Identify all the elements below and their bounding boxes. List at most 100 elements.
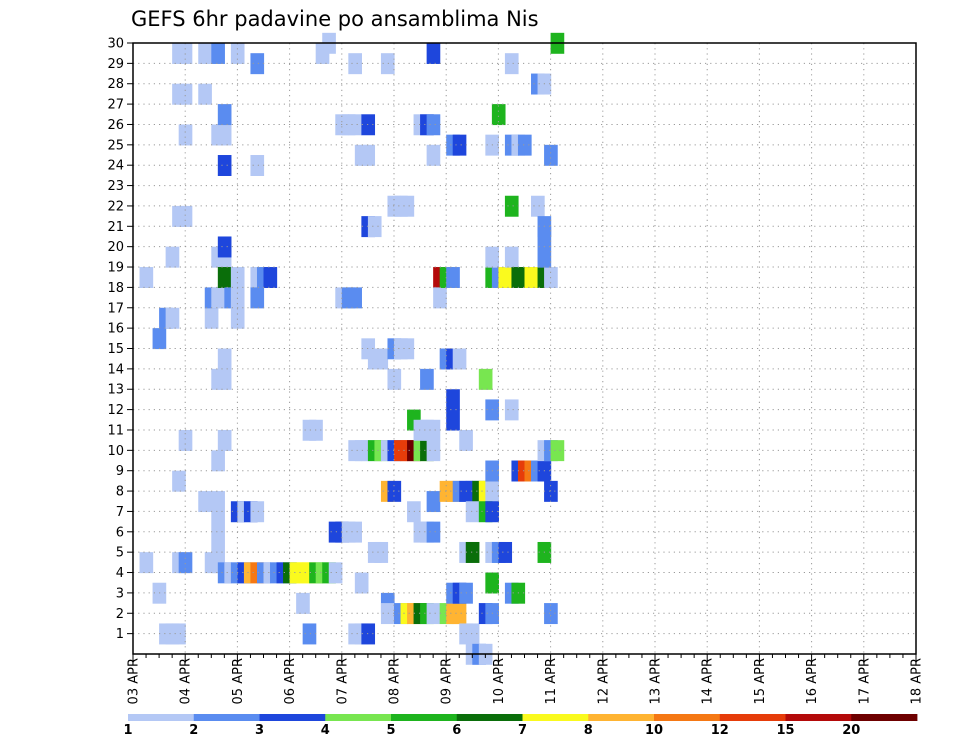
- heatmap-cell: [217, 368, 232, 390]
- x-tick-label: 03 APR: [127, 658, 142, 704]
- dotted-grid: [132, 42, 917, 654]
- y-tick-label: 25: [107, 138, 124, 153]
- heatmap-cell: [263, 267, 278, 288]
- heatmap-cell: [426, 603, 441, 625]
- colorbar-legend: 1 2 3 4 5 6 7 8 10 12 15 20: [123, 714, 918, 738]
- heatmap-cell: [302, 623, 317, 645]
- y-tick-label: 8: [116, 485, 124, 500]
- x-tick-label: 18 APR: [910, 658, 925, 704]
- heatmap-cell: [139, 552, 154, 574]
- heatmap-cell: [550, 440, 565, 462]
- heatmap-cell: [504, 195, 519, 217]
- x-tick-label: 08 APR: [388, 658, 403, 704]
- colorbar-label: 10: [645, 723, 663, 738]
- y-tick-label: 6: [116, 525, 124, 540]
- heatmap-cell: [217, 155, 232, 176]
- y-tick-label: 7: [116, 505, 124, 520]
- heatmap-cell: [537, 246, 552, 268]
- heatmap-cell: [504, 399, 519, 421]
- heatmap-cell: [426, 43, 441, 64]
- heatmap-cell: [178, 83, 193, 105]
- heatmap-cell: [204, 307, 219, 329]
- x-tick-label: 06 APR: [283, 658, 298, 704]
- colorbar-label: 8: [584, 723, 593, 738]
- heatmap-cell: [211, 43, 225, 64]
- colorbar-label: 7: [518, 723, 527, 738]
- heatmap-cell: [426, 440, 441, 462]
- heatmap-cell: [348, 114, 362, 136]
- heatmap-cell: [217, 348, 232, 370]
- heatmap-cell: [348, 287, 362, 309]
- colorbar-label: 15: [776, 723, 794, 738]
- heatmap-cell: [426, 491, 441, 513]
- x-tick-label: 17 APR: [857, 658, 872, 704]
- colorbar-swatch: [456, 714, 523, 721]
- heatmap-cell: [250, 53, 265, 75]
- heatmap-cell: [217, 124, 232, 146]
- heatmap-cell: [178, 205, 193, 227]
- heatmap-cell: [426, 521, 441, 543]
- y-tick-label: 4: [116, 566, 124, 581]
- heatmap-cell: [446, 267, 460, 288]
- y-tick-label: 22: [107, 199, 124, 214]
- y-tick-label: 1: [116, 627, 124, 642]
- x-tick-label: 11 APR: [544, 658, 559, 704]
- colorbar-swatch: [259, 714, 326, 721]
- heatmap-cell: [348, 53, 362, 75]
- heatmap-cell: [400, 338, 415, 360]
- heatmap-cell: [217, 429, 232, 451]
- y-tick-label: 13: [107, 383, 124, 398]
- heatmap-cells: [139, 32, 565, 665]
- x-tick-label: 16 APR: [805, 658, 820, 704]
- y-tick-label: 14: [107, 362, 124, 377]
- y-tick-label: 30: [107, 37, 124, 52]
- colorbar-label: 3: [255, 723, 264, 738]
- heatmap-cell: [426, 144, 441, 166]
- y-tick-label: 27: [107, 98, 124, 113]
- heatmap-cell: [452, 348, 467, 370]
- heatmap-cell: [485, 246, 499, 268]
- heatmap-cell: [374, 348, 389, 370]
- heatmap-cell: [420, 368, 434, 390]
- colorbar-swatch: [391, 714, 458, 721]
- colorbar-swatch: [325, 714, 392, 721]
- heatmap-cell: [328, 562, 343, 584]
- heatmap-cell: [178, 124, 193, 146]
- y-tick-label: 2: [116, 607, 124, 622]
- heatmap-cell: [459, 429, 473, 451]
- x-tick-label: 13 APR: [649, 658, 664, 704]
- heatmap-cell: [387, 368, 402, 390]
- heatmap-cell: [178, 552, 193, 574]
- y-tick-label: 21: [107, 220, 124, 235]
- heatmap-cell: [380, 53, 395, 75]
- heatmap-cell: [465, 501, 480, 523]
- heatmap-cell: [217, 267, 232, 288]
- heatmap-cell: [426, 114, 441, 136]
- colorbar-label: 5: [386, 723, 395, 738]
- y-tick-label: 3: [116, 586, 124, 601]
- colorbar-swatch: [851, 714, 918, 721]
- heatmap-cell: [452, 603, 467, 625]
- y-tick-label: 15: [107, 342, 124, 357]
- x-tick-label: 12 APR: [596, 658, 611, 704]
- heatmap-cell: [198, 83, 212, 105]
- heatmap-cell: [165, 307, 180, 329]
- x-axis: 03 APR 04 APR 05 APR 06 APR 07 APR 08 APR 09 A…: [127, 654, 925, 704]
- y-tick-label: 28: [107, 77, 124, 92]
- heatmap-cell: [374, 541, 389, 563]
- x-tick-label: 05 APR: [231, 658, 246, 704]
- colorbar-swatch: [522, 714, 589, 721]
- x-tick-label: 15 APR: [753, 658, 768, 704]
- heatmap-cell: [165, 246, 180, 268]
- heatmap-cell: [361, 114, 376, 136]
- heatmap-cell: [354, 572, 369, 594]
- heatmap-cell: [380, 603, 395, 625]
- y-tick-label: 20: [107, 240, 124, 255]
- heatmap-cell: [198, 491, 212, 513]
- y-tick-label: 16: [107, 322, 124, 337]
- heatmap-cell: [498, 267, 513, 288]
- y-tick-label: 12: [107, 403, 124, 418]
- x-tick-label: 07 APR: [335, 658, 350, 704]
- colorbar-label: 20: [842, 723, 860, 738]
- y-tick-label: 29: [107, 57, 124, 72]
